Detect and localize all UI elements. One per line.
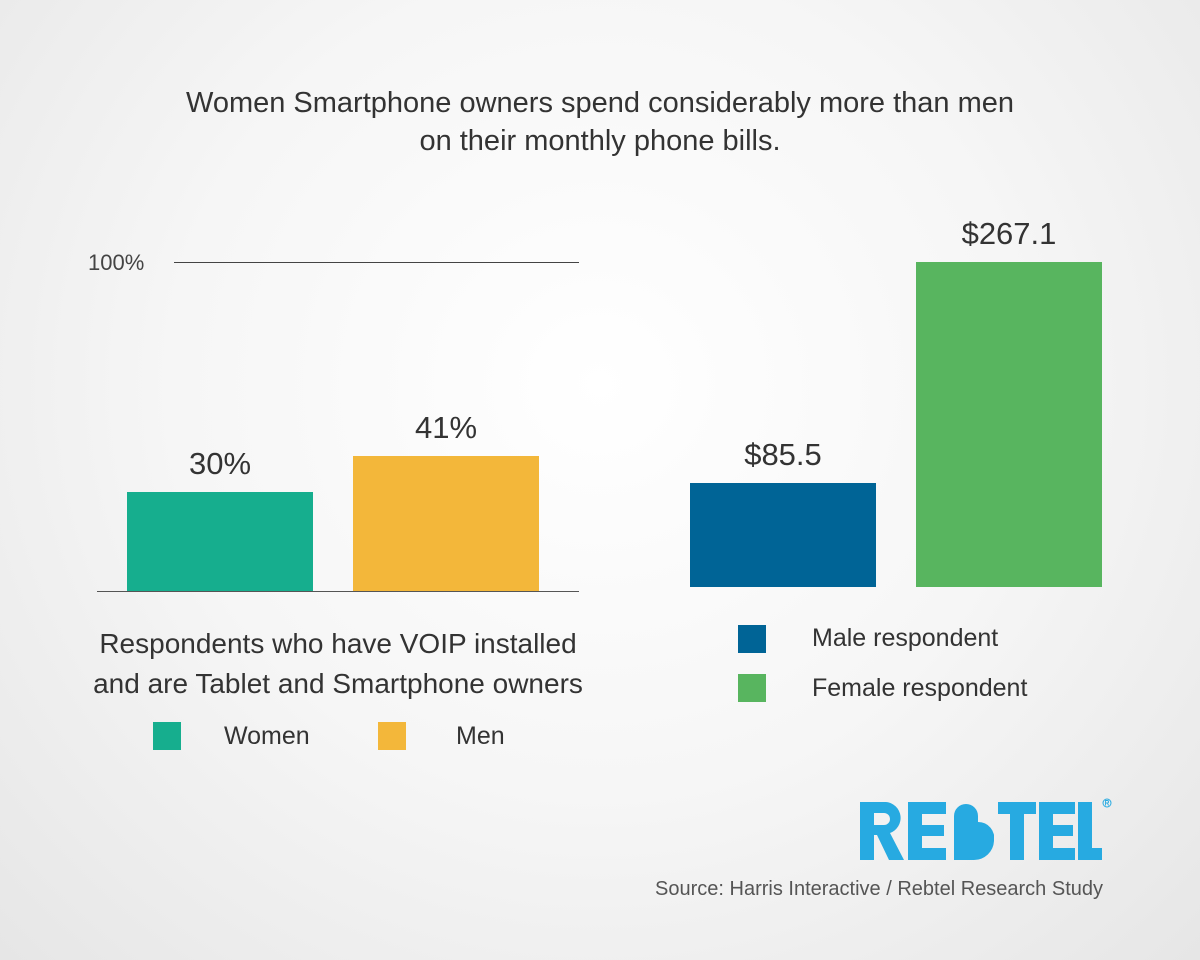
gridline-100	[174, 262, 579, 263]
bar-female-respondent	[916, 262, 1102, 587]
legend-swatch-male	[738, 625, 766, 653]
title-line-1: Women Smartphone owners spend considerab…	[185, 87, 1014, 119]
legend-label-women: Women	[224, 722, 310, 750]
legend-swatch-men	[378, 722, 406, 750]
bar-men	[353, 456, 539, 591]
y-tick-100: 100%	[88, 250, 145, 275]
logo-letters-tel	[998, 802, 1102, 860]
legend-label-male: Male respondent	[812, 624, 999, 652]
left-chart-caption: Respondents who have VOIP installed and …	[60, 624, 616, 704]
logo-letters-re	[860, 802, 946, 860]
rebtel-logo	[860, 798, 1112, 862]
registered-mark-icon	[1102, 798, 1112, 808]
bar-male-respondent	[690, 482, 876, 587]
caption-line-1: Respondents who have VOIP installed	[99, 628, 577, 659]
legend-label-female: Female respondent	[812, 674, 1028, 702]
logo-heart-icon	[954, 804, 994, 860]
legend-swatch-women	[153, 722, 181, 750]
title-line-2: on their monthly phone bills.	[419, 125, 781, 157]
bar-women	[127, 492, 313, 591]
legend-label-men: Men	[456, 722, 505, 750]
data-label-women: 30%	[188, 446, 252, 482]
data-label-female-respondent: $267.1	[961, 216, 1057, 251]
legend-swatch-female	[738, 674, 766, 702]
source-note: Source: Harris Interactive / Rebtel Rese…	[655, 878, 1103, 900]
left-baseline	[97, 591, 579, 592]
data-label-male-respondent: $85.5	[744, 436, 822, 472]
caption-line-2: and are Tablet and Smartphone owners	[93, 668, 583, 699]
chart-title: Women Smartphone owners spend considerab…	[0, 84, 1200, 160]
data-label-men: 41%	[414, 410, 478, 446]
